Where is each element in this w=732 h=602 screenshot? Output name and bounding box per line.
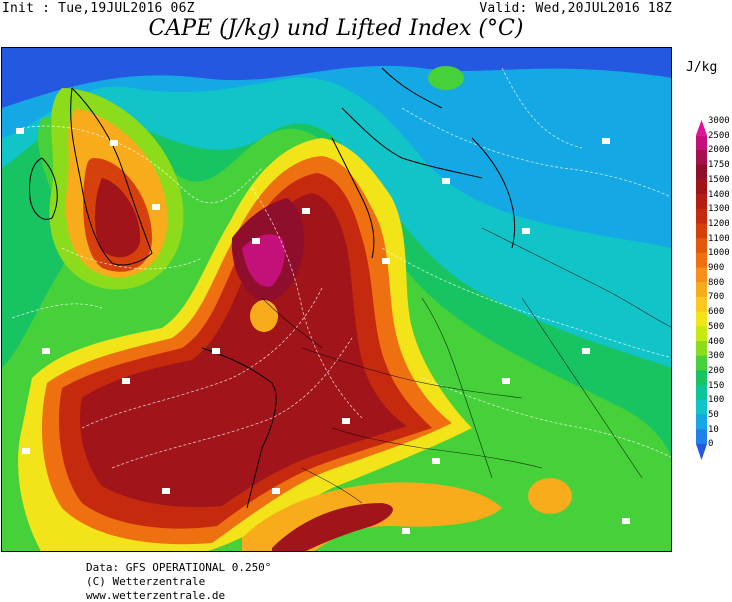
li-label-box xyxy=(22,448,30,454)
li-label-box xyxy=(42,348,50,354)
scale-label: 200 xyxy=(708,365,725,376)
scale-swatch xyxy=(696,194,707,210)
scale-label: 50 xyxy=(708,410,719,420)
li-label-box xyxy=(622,518,630,524)
cape-zone-2500 xyxy=(242,234,285,287)
map-title: CAPE (J/kg) und Lifted Index (°C) xyxy=(148,16,524,41)
cape-map-canvas xyxy=(2,48,671,551)
li-label-box xyxy=(522,228,530,234)
coastlines xyxy=(29,67,516,509)
scale-swatch xyxy=(696,414,707,430)
scale-label: 3000 xyxy=(708,116,730,126)
scale-label: 1300 xyxy=(708,204,730,215)
scale-swatch xyxy=(696,399,707,416)
scale-label: 1200 xyxy=(708,218,730,229)
scale-swatch xyxy=(696,179,707,195)
li-label-box xyxy=(152,204,160,210)
cape-zone-1500-south xyxy=(272,503,393,551)
lifted-index-labels xyxy=(16,128,630,534)
copyright-label: (C) Wetterzentrale xyxy=(86,575,206,588)
li-label-box xyxy=(252,238,260,244)
li-label-box xyxy=(432,458,440,464)
scale-label: 2000 xyxy=(708,145,730,156)
li-label-box xyxy=(302,208,310,214)
li-label-box xyxy=(402,528,410,534)
cape-map xyxy=(1,47,672,552)
scale-label: 1400 xyxy=(708,189,730,200)
lifted-index-contours xyxy=(11,67,671,469)
scale-swatch xyxy=(696,355,707,371)
scale-swatch xyxy=(696,223,707,239)
scale-swatch xyxy=(696,429,707,445)
scale-label: 1000 xyxy=(708,248,730,259)
website-label: www.wetterzentrale.de xyxy=(86,589,226,602)
scale-swatch xyxy=(696,326,707,342)
li-label-box xyxy=(122,378,130,384)
scale-top-arrow xyxy=(696,120,707,136)
legend-unit: J/kg xyxy=(686,60,718,75)
li-label-box xyxy=(602,138,610,144)
color-scale-bar xyxy=(696,120,707,461)
li-label-box xyxy=(582,348,590,354)
cape-zone-300-north xyxy=(428,66,464,90)
scale-label: 700 xyxy=(708,292,725,303)
li-label-box xyxy=(342,418,350,424)
cape-local-minimum xyxy=(250,300,278,332)
scale-swatch xyxy=(696,238,707,254)
li-label-box xyxy=(212,348,220,354)
li-label-box xyxy=(382,258,390,264)
scale-label: 800 xyxy=(708,277,725,288)
scale-swatch xyxy=(696,282,707,298)
cape-zone-1500 xyxy=(80,193,407,508)
scale-swatch xyxy=(696,385,707,401)
country-borders xyxy=(261,227,671,504)
li-label-box xyxy=(110,140,118,146)
scale-swatch xyxy=(696,370,707,386)
data-source-label: Data: GFS OPERATIONAL 0.250° xyxy=(86,561,272,574)
scale-label: 1500 xyxy=(708,174,730,185)
scale-swatch xyxy=(696,164,707,180)
scale-label: 300 xyxy=(708,351,725,362)
cape-zone-800-east xyxy=(528,478,572,514)
li-label-box xyxy=(502,378,510,384)
scale-label: 150 xyxy=(708,380,725,391)
scale-swatch xyxy=(696,252,707,269)
scale-label: 500 xyxy=(708,321,725,332)
scale-label: 100 xyxy=(708,395,725,406)
scale-label: 900 xyxy=(708,263,725,273)
scale-label: 600 xyxy=(708,307,725,318)
scale-label: 10 xyxy=(708,424,719,435)
scale-label: 400 xyxy=(708,336,725,347)
scale-label: 2500 xyxy=(708,130,730,141)
scale-swatch xyxy=(696,296,707,313)
valid-time-label: Valid: Wed,20JUL2016 18Z xyxy=(479,1,672,16)
scale-swatch xyxy=(696,208,707,224)
scale-label: 1100 xyxy=(708,233,730,244)
scale-swatch xyxy=(696,149,707,166)
color-scale-legend: 3000 2500 2000 1750 1500 1400 1300 1200 1100 1000… xyxy=(683,116,732,491)
scale-swatch xyxy=(696,341,707,357)
scale-label: 0 xyxy=(708,439,714,450)
scale-swatch xyxy=(696,135,707,151)
scale-label: 1750 xyxy=(708,160,730,171)
init-time-label: Init : Tue,19JUL2016 06Z xyxy=(2,1,195,16)
scale-swatch xyxy=(696,311,707,327)
li-label-box xyxy=(162,488,170,494)
scale-swatch xyxy=(696,267,707,283)
li-label-box xyxy=(272,488,280,494)
li-label-box xyxy=(16,128,24,134)
li-label-box xyxy=(442,178,450,184)
cape-zone-1500-west xyxy=(94,178,141,258)
scale-bottom-arrow xyxy=(696,443,707,461)
